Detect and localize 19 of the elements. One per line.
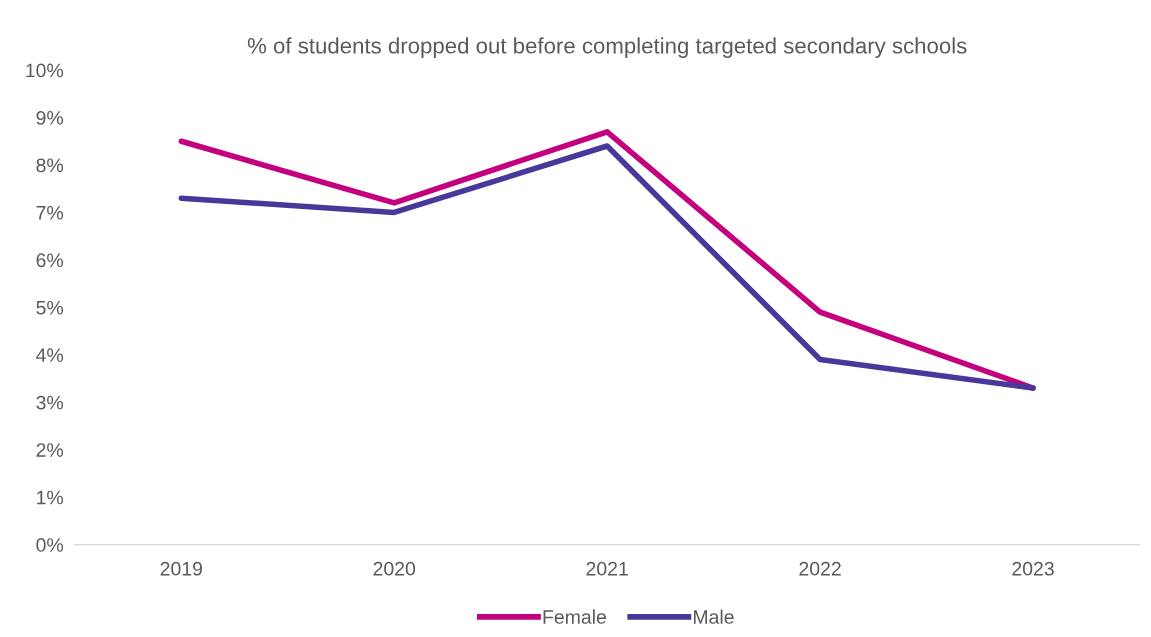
- y-tick-label: 8%: [36, 158, 64, 173]
- y-tick-label: 6%: [36, 253, 64, 268]
- y-tick-label: 1%: [37, 490, 64, 505]
- y-tick-label: 9%: [36, 110, 64, 125]
- y-tick-label: 4%: [36, 348, 64, 362]
- x-tick-label: 2020: [373, 561, 416, 576]
- x-tick-label: 2021: [586, 561, 628, 576]
- y-tick-label: 3%: [36, 395, 64, 410]
- legend-label: Male: [693, 609, 734, 624]
- y-tick-label: 2%: [36, 443, 64, 457]
- y-tick-label: 7%: [36, 205, 64, 220]
- x-tick-label: 2019: [160, 561, 202, 576]
- y-tick-label: 0%: [36, 538, 64, 552]
- y-tick-label: 10%: [26, 63, 64, 78]
- chart-title: % of students dropped out before completing targeted secondary schools: [247, 37, 967, 59]
- x-tick-label: 2023: [1012, 561, 1054, 576]
- legend-label: Female: [543, 609, 606, 624]
- y-tick-label: 5%: [36, 300, 64, 315]
- x-tick-label: 2022: [799, 561, 841, 576]
